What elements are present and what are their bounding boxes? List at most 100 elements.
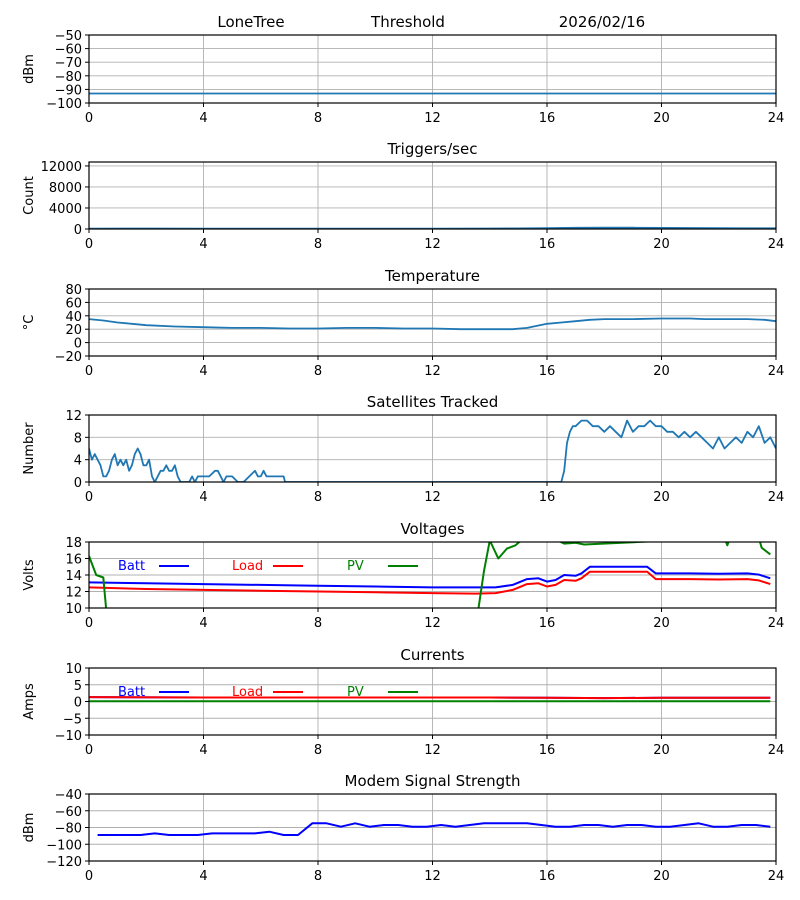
y-tick-label: 16: [65, 553, 82, 568]
x-tick-label: 16: [539, 364, 556, 379]
series-line-load: [89, 570, 771, 595]
legend-label-batt: Batt: [118, 685, 145, 700]
x-tick-label: 4: [199, 743, 207, 758]
x-tick-label: 12: [424, 616, 441, 631]
x-tick-label: 8: [314, 869, 322, 884]
x-tick-label: 24: [768, 743, 785, 758]
legend-label-batt: Batt: [118, 559, 145, 574]
y-tick-label: 20: [65, 323, 82, 338]
x-tick-label: 0: [85, 364, 93, 379]
y-tick-label: −70: [55, 56, 82, 71]
x-tick-label: 20: [653, 616, 670, 631]
x-tick-label: 24: [768, 237, 785, 252]
y-tick-label: 0: [74, 337, 82, 352]
series-group: [97, 822, 771, 836]
x-tick-label: 4: [199, 237, 207, 252]
y-tick-label: 14: [65, 569, 82, 584]
x-tick-label: 12: [424, 743, 441, 758]
x-tick-label: 0: [85, 490, 93, 505]
x-tick-label: 12: [424, 869, 441, 884]
x-tick-label: 24: [768, 364, 785, 379]
panel-triggers: 0 4 8 12 16 20 24 0 4000 8000 12000 Triggers/sec Cou…: [22, 140, 784, 252]
x-tick-label: 20: [653, 364, 670, 379]
y-axis-label: Count: [22, 176, 37, 215]
x-tick-label: 16: [539, 111, 556, 126]
y-axis-label: Amps: [22, 683, 37, 720]
x-tick-label: 12: [424, 364, 441, 379]
x-tick-label: 8: [314, 237, 322, 252]
x-tick-label: 8: [314, 111, 322, 126]
x-tick-label: 8: [314, 364, 322, 379]
header-station: LoneTree: [217, 13, 284, 31]
x-tick-label: 24: [768, 490, 785, 505]
panel-title: Temperature: [384, 267, 480, 285]
x-tick-label: 0: [85, 111, 93, 126]
y-tick-label: −80: [55, 70, 82, 85]
y-tick-label: 40: [65, 310, 82, 325]
x-tick-label: 12: [424, 237, 441, 252]
x-tick-label: 24: [768, 869, 785, 884]
y-tick-label: 10: [65, 662, 82, 677]
legend-label-pv: PV: [347, 559, 364, 574]
y-tick-label: 0: [74, 476, 82, 491]
y-axis-label: dBm: [22, 813, 37, 843]
plot-frame: [88, 793, 777, 862]
x-tick-label: 16: [539, 616, 556, 631]
x-tick-label: 20: [653, 490, 670, 505]
series-line-temperature: [89, 317, 776, 331]
panel-satellites: 0 4 8 12 16 20 24 0 4 8 12 Satellites Tracked Number: [22, 393, 784, 505]
y-tick-label: −20: [55, 350, 82, 365]
y-tick-label: 8000: [49, 181, 82, 196]
x-tick-label: 8: [314, 490, 322, 505]
y-tick-label: 0: [74, 223, 82, 238]
y-tick-label: 4: [74, 454, 82, 469]
series-group: [89, 696, 771, 703]
x-tick-label: 20: [653, 111, 670, 126]
panel-title: Voltages: [400, 520, 464, 538]
x-tick-label: 4: [199, 869, 207, 884]
y-tick-label: −60: [55, 43, 82, 58]
y-axis-label: Number: [22, 422, 37, 475]
x-tick-label: 4: [199, 616, 207, 631]
panel-threshold: 0 4 8 12 16 20 24 −100−90−80−70−60−50 dBm: [22, 29, 784, 126]
y-axis-label: Volts: [22, 559, 37, 591]
plot-frame: [88, 288, 777, 357]
x-tick-label: 16: [539, 490, 556, 505]
panel-modem: 0 4 8 12 16 20 24 −120 −100−80 −60 −40 Modem Signal…: [22, 772, 784, 884]
y-tick-label: −40: [55, 788, 82, 803]
x-tick-label: 4: [199, 364, 207, 379]
x-tick-label: 0: [85, 869, 93, 884]
x-tick-label: 20: [653, 743, 670, 758]
y-tick-label: −10: [55, 729, 82, 744]
y-tick-label: 60: [65, 296, 82, 311]
y-tick-label: −80: [55, 822, 82, 837]
series-line-load: [89, 696, 771, 700]
header-mode: Threshold: [370, 13, 445, 31]
x-tick-label: 8: [314, 743, 322, 758]
y-axis-label: dBm: [22, 54, 37, 84]
series-line-satellites: [89, 419, 776, 482]
plot-frame: [88, 161, 777, 230]
y-tick-label: −120: [46, 855, 82, 870]
x-tick-label: 4: [199, 111, 207, 126]
y-tick-label: −90: [55, 83, 82, 98]
y-tick-label: 10: [65, 602, 82, 617]
y-tick-label: −100: [46, 97, 82, 112]
x-tick-label: 24: [768, 616, 785, 631]
x-tick-label: 16: [539, 869, 556, 884]
legend-label-load: Load: [232, 685, 263, 700]
y-tick-label: 12000: [41, 160, 82, 175]
legend-label-pv: PV: [347, 685, 364, 700]
panel-title: Modem Signal Strength: [345, 772, 521, 790]
y-tick-label: 5: [74, 679, 82, 694]
legend-label-load: Load: [232, 559, 263, 574]
x-tick-label: 0: [85, 237, 93, 252]
y-tick-label: −50: [55, 29, 82, 44]
panel-title: Satellites Tracked: [367, 393, 498, 411]
y-axis-label: °C: [22, 315, 37, 331]
series-group: [89, 317, 776, 331]
